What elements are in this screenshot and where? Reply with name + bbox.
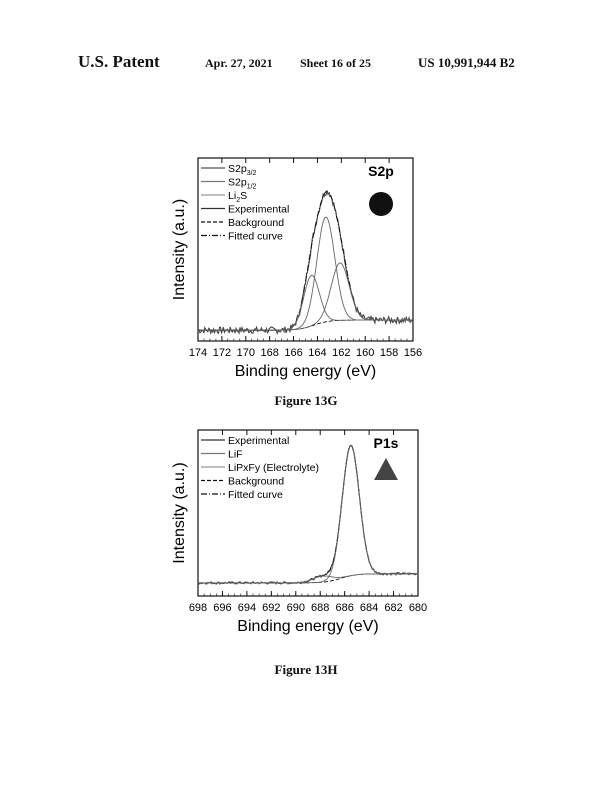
legend-label-main: Experimental [228,435,289,447]
x-tick-label: 156 [404,347,422,359]
x-tick-label: 684 [360,602,378,614]
legend-label: Experimental [228,435,289,447]
x-tick-label: 172 [213,347,231,359]
legend-label-main: Fitted curve [228,231,283,243]
chart-fig13g: 174 172 170 168 166 164 162 160 158 156 Binding en… [171,157,422,380]
patent-header-number: US 10,991,944 B2 [418,55,515,70]
patent-header-title: U.S. Patent [78,52,160,71]
legend-label: LiPxFy (Electrolyte) [228,462,319,474]
legend-label-main: Background [228,476,284,488]
y-axis-label: Intensity (a.u.) [171,462,188,563]
legend-label: Li2S [228,190,247,204]
x-tick-label: 694 [238,602,256,614]
x-tick-label: 170 [237,347,255,359]
x-tick-label: 680 [409,602,427,614]
x-tick-label: 686 [335,602,353,614]
x-tick-label: 682 [384,602,402,614]
x-tick-label: 688 [311,602,329,614]
x-tick-label: 174 [189,347,207,359]
x-tick-label: 164 [308,347,326,359]
figure-13g-caption: Figure 13G [274,393,338,408]
panel-marker-triangle-icon [374,458,398,480]
legend-label-sub: 3/2 [247,170,257,177]
panel-label: S2p [368,163,394,179]
legend-label: Fitted curve [228,489,283,501]
x-axis-label: Binding energy (eV) [237,618,378,635]
x-tick-label: 692 [262,602,280,614]
legend-label-main: LiPxFy (Electrolyte) [228,462,319,474]
x-axis-label: Binding energy (eV) [235,363,376,380]
legend-label-main: Background [228,217,284,229]
legend-label-after: S [240,190,247,202]
legend-label-sub: 2 [236,197,240,204]
x-tick-label: 696 [213,602,231,614]
x-tick-label: 690 [287,602,305,614]
panel-marker-circle-icon [369,192,393,216]
legend-label: S2p3/2 [228,163,257,177]
x-tick-label: 160 [356,347,374,359]
x-tick-label: 158 [380,347,398,359]
figure-13h-caption: Figure 13H [274,662,338,677]
legend-label-main: Fitted curve [228,489,283,501]
y-axis-label: Intensity (a.u.) [171,199,188,300]
x-tick-label: 698 [189,602,207,614]
legend-label: Experimental [228,204,289,216]
x-tick-label: 168 [260,347,278,359]
legend-label: Background [228,217,284,229]
legend-label-sub: 1/2 [247,184,257,191]
chart-fig13h: 698 696 694 692 690 688 686 684 682 680 Binding en… [171,429,427,635]
legend-label-main: S2p [228,163,247,175]
legend-label-main: Li [228,190,236,202]
x-tick-label: 162 [332,347,350,359]
series-component-3 [198,274,413,331]
x-tick-label: 166 [284,347,302,359]
patent-header-date: Apr. 27, 2021 [205,56,273,70]
patent-header-sheet: Sheet 16 of 25 [300,56,371,70]
legend-label-main: S2p [228,177,247,189]
legend-label: Background [228,476,284,488]
legend-label: S2p1/2 [228,177,257,191]
legend-label-main: LiF [228,449,243,461]
legend-label-main: Experimental [228,204,289,216]
legend-label: Fitted curve [228,231,283,243]
series-component-2 [198,573,418,584]
legend-label: LiF [228,449,243,461]
panel-label: P1s [374,435,399,451]
